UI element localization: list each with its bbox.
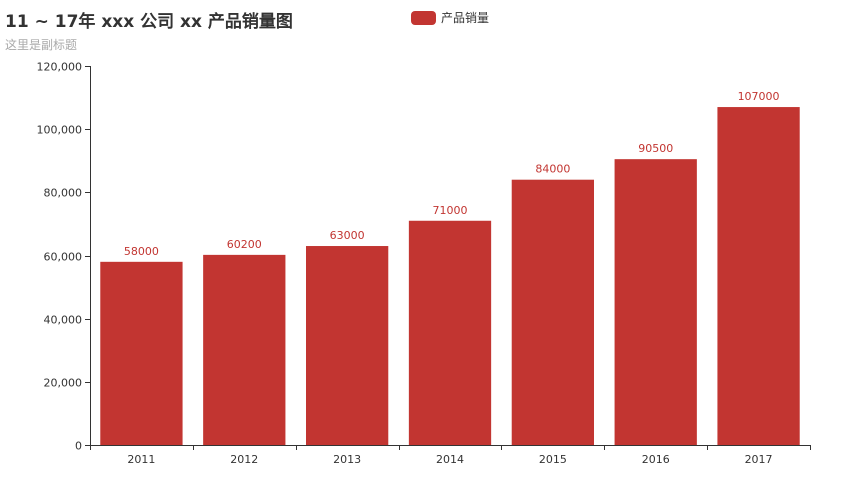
chart-subtitle: 这里是副标题 xyxy=(5,38,78,52)
y-tick-label: 100,000 xyxy=(37,124,83,137)
data-label: 71000 xyxy=(433,204,468,217)
data-label: 58000 xyxy=(124,245,159,258)
y-tick-label: 20,000 xyxy=(44,377,83,390)
x-tick-label: 2017 xyxy=(745,453,773,466)
x-tick-label: 2011 xyxy=(127,453,155,466)
x-tick-label: 2014 xyxy=(436,453,464,466)
data-label: 84000 xyxy=(535,163,570,176)
x-tick-label: 2015 xyxy=(539,453,567,466)
legend-swatch xyxy=(411,10,436,25)
x-tick-label: 2016 xyxy=(642,453,670,466)
bar xyxy=(614,159,697,445)
data-label: 63000 xyxy=(330,229,365,242)
bar xyxy=(306,246,389,445)
legend-label: 产品销量 xyxy=(441,11,490,25)
legend-item[interactable]: 产品销量 xyxy=(411,9,489,26)
x-tick-label: 2013 xyxy=(333,453,361,466)
bar xyxy=(408,220,492,445)
x-tick-label: 2012 xyxy=(230,453,258,466)
bar xyxy=(511,179,594,445)
data-label: 107000 xyxy=(738,90,780,103)
y-tick-label: 120,000 xyxy=(37,61,83,74)
chart-title: 11 ~ 17年 xxx 公司 xx 产品销量图 xyxy=(5,12,293,32)
y-tick-label: 40,000 xyxy=(44,314,83,327)
y-tick-label: 80,000 xyxy=(44,187,83,200)
bar xyxy=(100,261,183,445)
data-label: 60200 xyxy=(227,238,262,251)
bar xyxy=(203,254,286,445)
bar xyxy=(717,107,800,445)
y-tick-label: 0 xyxy=(75,440,82,453)
y-tick-label: 60,000 xyxy=(44,251,83,264)
data-label: 90500 xyxy=(638,142,673,155)
